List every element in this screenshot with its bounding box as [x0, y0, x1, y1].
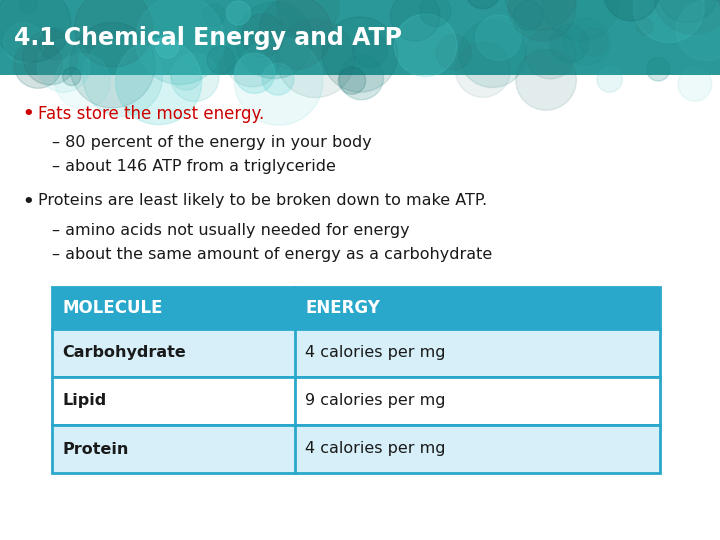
Bar — [52, 287, 660, 329]
Circle shape — [116, 39, 202, 125]
Circle shape — [225, 32, 279, 87]
Circle shape — [505, 0, 577, 30]
Circle shape — [653, 0, 720, 34]
Circle shape — [262, 63, 294, 95]
Circle shape — [55, 53, 110, 109]
Circle shape — [719, 0, 720, 11]
Circle shape — [0, 0, 71, 62]
Circle shape — [37, 39, 90, 92]
Circle shape — [63, 68, 81, 86]
Circle shape — [455, 42, 510, 97]
Text: – about the same amount of energy as a carbohydrate: – about the same amount of energy as a c… — [52, 247, 492, 262]
Text: 9 calories per mg: 9 calories per mg — [305, 394, 446, 408]
Circle shape — [657, 0, 718, 23]
Circle shape — [83, 37, 163, 117]
Circle shape — [171, 59, 202, 90]
Circle shape — [676, 1, 720, 60]
Circle shape — [525, 28, 575, 79]
Bar — [0, 0, 720, 75]
Text: 4.1 Chemical Energy and ATP: 4.1 Chemical Energy and ATP — [14, 25, 402, 50]
Circle shape — [436, 35, 472, 70]
Circle shape — [339, 56, 384, 100]
Circle shape — [207, 46, 235, 74]
Circle shape — [459, 20, 526, 87]
Circle shape — [235, 53, 275, 93]
Circle shape — [203, 4, 225, 26]
Circle shape — [678, 68, 712, 101]
Circle shape — [603, 0, 659, 21]
Circle shape — [241, 14, 284, 57]
Text: – 80 percent of the energy in your body: – 80 percent of the energy in your body — [52, 135, 372, 150]
Text: MOLECULE: MOLECULE — [62, 299, 163, 317]
Text: – amino acids not usually needed for energy: – amino acids not usually needed for ene… — [52, 223, 410, 238]
Circle shape — [235, 37, 323, 125]
Circle shape — [542, 0, 619, 40]
Text: 4 calories per mg: 4 calories per mg — [305, 346, 446, 361]
Bar — [52, 425, 660, 473]
Circle shape — [597, 67, 622, 92]
Circle shape — [135, 0, 225, 85]
Circle shape — [563, 18, 610, 65]
Circle shape — [70, 23, 155, 108]
Circle shape — [156, 35, 179, 58]
Bar — [52, 329, 660, 377]
Circle shape — [647, 58, 670, 81]
Text: ENERGY: ENERGY — [305, 299, 380, 317]
Circle shape — [276, 19, 355, 98]
Circle shape — [513, 1, 543, 30]
Text: – about 146 ATP from a triglyceride: – about 146 ATP from a triglyceride — [52, 159, 336, 174]
Circle shape — [258, 0, 332, 69]
Circle shape — [235, 2, 312, 79]
Circle shape — [550, 24, 588, 63]
Circle shape — [465, 0, 500, 9]
Circle shape — [395, 14, 456, 77]
Circle shape — [4, 23, 44, 63]
Circle shape — [636, 18, 653, 35]
Circle shape — [390, 0, 440, 41]
Circle shape — [476, 15, 521, 60]
Text: Protein: Protein — [62, 442, 128, 456]
Circle shape — [19, 0, 37, 13]
Circle shape — [39, 28, 71, 60]
Text: Proteins are least likely to be broken down to make ATP.: Proteins are least likely to be broken d… — [38, 193, 487, 208]
Circle shape — [74, 0, 153, 67]
Circle shape — [277, 0, 339, 38]
Circle shape — [338, 67, 366, 94]
Circle shape — [580, 28, 608, 56]
Text: Lipid: Lipid — [62, 394, 107, 408]
Text: •: • — [22, 105, 34, 123]
Text: 4 calories per mg: 4 calories per mg — [305, 442, 446, 456]
Circle shape — [508, 0, 576, 41]
Circle shape — [634, 0, 704, 43]
Circle shape — [322, 17, 397, 92]
Circle shape — [420, 0, 451, 26]
Circle shape — [516, 50, 577, 110]
Circle shape — [171, 53, 219, 102]
Circle shape — [14, 40, 62, 89]
Circle shape — [353, 32, 387, 68]
Circle shape — [227, 1, 251, 25]
Text: Fats store the most energy.: Fats store the most energy. — [38, 105, 264, 123]
Bar — [52, 377, 660, 425]
Text: •: • — [22, 193, 34, 211]
Circle shape — [23, 30, 78, 85]
Text: Carbohydrate: Carbohydrate — [62, 346, 186, 361]
